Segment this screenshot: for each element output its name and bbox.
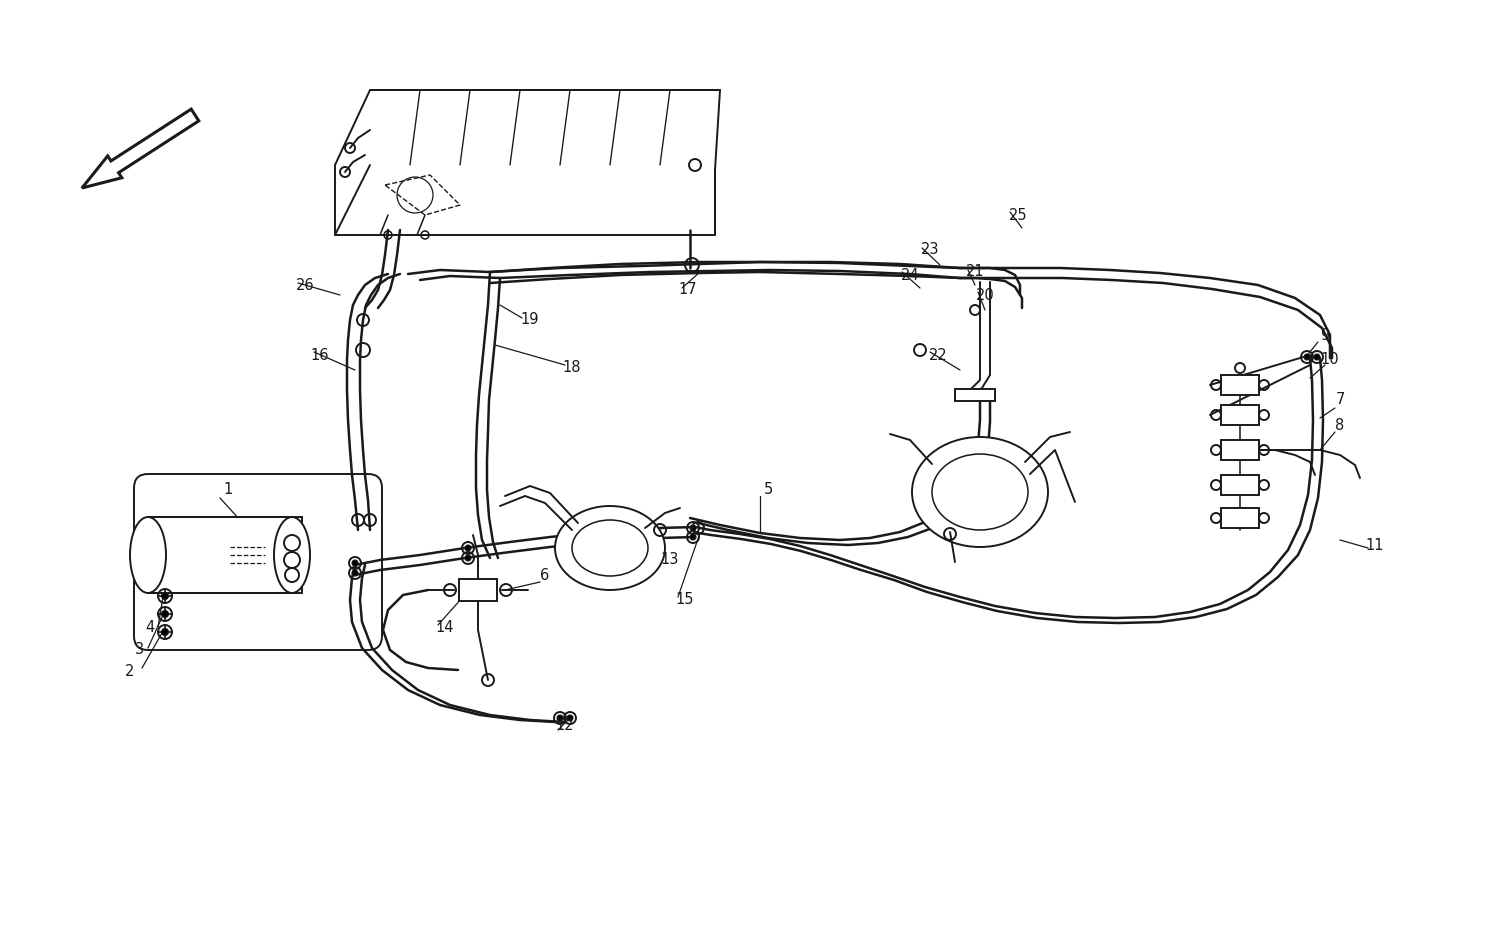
Bar [1221, 475, 1258, 495]
Text: 16: 16 [310, 348, 330, 363]
Bar [148, 517, 302, 593]
Circle shape [465, 545, 471, 551]
Circle shape [465, 555, 471, 561]
Text: 13: 13 [662, 553, 680, 567]
Ellipse shape [555, 506, 664, 590]
Circle shape [1304, 354, 1310, 360]
Circle shape [352, 570, 358, 576]
Text: 12: 12 [555, 717, 574, 732]
Text: 17: 17 [678, 282, 698, 297]
Circle shape [1314, 354, 1320, 360]
Text: 15: 15 [675, 593, 694, 607]
Text: 6: 6 [540, 567, 549, 582]
Ellipse shape [274, 517, 310, 593]
Text: 26: 26 [296, 277, 315, 293]
Text: 18: 18 [562, 360, 582, 375]
Circle shape [567, 715, 573, 721]
Circle shape [284, 535, 300, 551]
Text: 24: 24 [900, 268, 920, 282]
Circle shape [162, 629, 168, 636]
Text: 21: 21 [966, 264, 984, 279]
Text: 1: 1 [224, 483, 232, 498]
Text: 23: 23 [921, 242, 939, 257]
Bar [1221, 405, 1258, 425]
Circle shape [162, 611, 168, 618]
Circle shape [556, 715, 562, 721]
Ellipse shape [130, 517, 166, 593]
Bar [1221, 440, 1258, 460]
Circle shape [690, 525, 696, 531]
Text: 19: 19 [520, 313, 540, 328]
Text: 22: 22 [928, 348, 948, 363]
Text: 14: 14 [435, 620, 454, 636]
Ellipse shape [572, 520, 648, 576]
Text: 7: 7 [1335, 392, 1344, 408]
Text: 9: 9 [1320, 328, 1329, 343]
Circle shape [690, 534, 696, 540]
Bar [956, 389, 994, 401]
Text: 4: 4 [146, 620, 154, 636]
Bar [459, 579, 497, 601]
Text: 2: 2 [126, 664, 135, 679]
Text: 5: 5 [764, 483, 772, 498]
Text: 25: 25 [1008, 207, 1028, 222]
Ellipse shape [912, 437, 1048, 547]
Bar [1221, 375, 1258, 395]
Circle shape [284, 552, 300, 568]
Text: 20: 20 [975, 288, 994, 302]
Circle shape [162, 593, 168, 599]
Bar [1221, 508, 1258, 528]
Ellipse shape [932, 454, 1028, 530]
Text: 11: 11 [1365, 538, 1384, 553]
Circle shape [352, 560, 358, 566]
Text: 10: 10 [1320, 352, 1340, 368]
Text: 8: 8 [1335, 417, 1344, 432]
Text: 3: 3 [135, 642, 144, 657]
